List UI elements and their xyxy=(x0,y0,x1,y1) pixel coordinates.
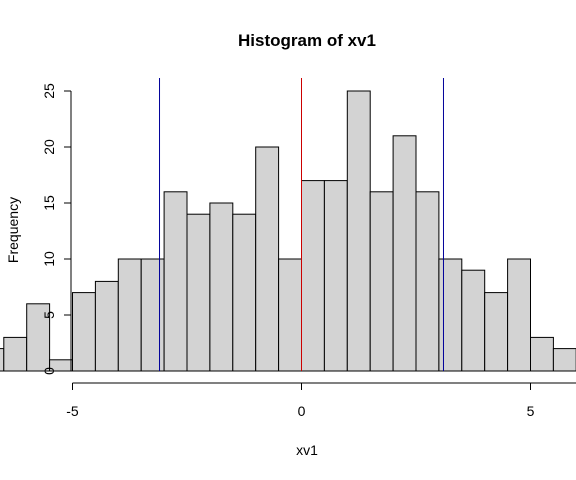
histogram-bar xyxy=(209,202,234,372)
histogram-bar xyxy=(72,292,96,372)
histogram-bar xyxy=(530,336,554,372)
histogram-bar xyxy=(255,146,280,372)
histogram-bar xyxy=(0,348,5,372)
histogram-bar xyxy=(438,258,463,372)
x-axis-label: xv1 xyxy=(296,442,318,458)
histogram-bar xyxy=(392,135,417,372)
y-tick-label: 0 xyxy=(41,367,57,375)
y-tick-label: 25 xyxy=(41,83,57,99)
histogram-bar xyxy=(415,191,440,372)
histogram-bar xyxy=(117,258,142,372)
y-tick-label: 10 xyxy=(41,251,57,267)
histogram-bar xyxy=(301,180,325,372)
histogram-bar xyxy=(94,280,119,372)
histogram-bar xyxy=(461,269,486,372)
histogram-bar xyxy=(232,213,257,372)
histogram-bar xyxy=(507,258,532,372)
histogram-bar xyxy=(346,90,371,372)
histogram-bar xyxy=(369,191,394,372)
x-tick-label: -5 xyxy=(66,403,79,419)
histogram-bar xyxy=(552,348,576,372)
y-axis-label: Frequency xyxy=(5,197,21,263)
histogram-bar xyxy=(278,258,303,372)
histogram-bar xyxy=(484,292,509,372)
y-axis: 0 5 10 15 20 25 xyxy=(41,83,72,375)
x-tick-label: 0 xyxy=(298,403,306,419)
histogram-bar xyxy=(26,303,51,372)
histogram-bar xyxy=(140,258,165,372)
y-tick-label: 15 xyxy=(41,195,57,211)
y-tick-label: 5 xyxy=(41,311,57,319)
histogram-bar xyxy=(186,213,211,372)
histogram-bar xyxy=(163,191,188,372)
chart-title: Histogram of xv1 xyxy=(238,31,376,50)
reference-lines-group xyxy=(159,78,444,371)
bars-group xyxy=(0,90,576,372)
y-tick-label: 20 xyxy=(41,139,57,155)
x-tick-label: 5 xyxy=(527,403,535,419)
histogram-bar xyxy=(323,180,348,372)
histogram-bar xyxy=(3,336,28,372)
